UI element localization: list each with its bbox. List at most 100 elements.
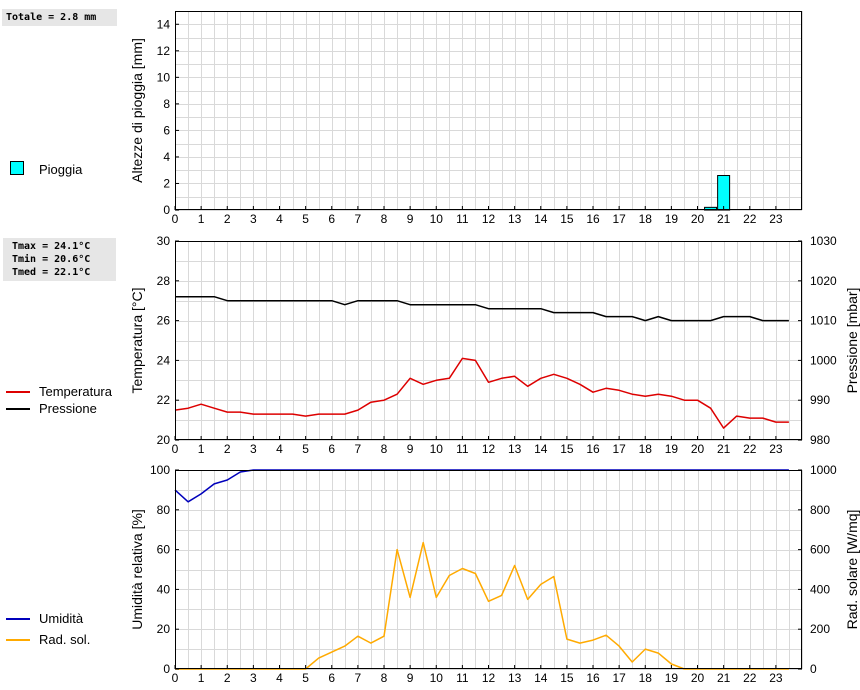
- y-tick-label: 80: [157, 503, 171, 517]
- x-tick-label: 9: [407, 671, 414, 685]
- series-line-1: [174, 357, 789, 429]
- x-tick-label: 10: [430, 212, 444, 226]
- x-tick-label: 8: [381, 442, 388, 456]
- y-tick-label: 20: [157, 433, 171, 447]
- x-tick-label: 5: [302, 671, 309, 685]
- y-tick-label: 12: [157, 44, 171, 58]
- x-tick-label: 6: [328, 671, 335, 685]
- y2-tick-label: 400: [810, 582, 830, 596]
- x-tick-label: 9: [407, 212, 414, 226]
- x-tick-label: 12: [482, 442, 496, 456]
- stat-tmin: Tmin = 20.6°C: [12, 254, 91, 265]
- y2-tick-label: 200: [810, 622, 830, 636]
- y2-tick-label: 990: [810, 393, 830, 407]
- humidity-legend-swatch: [6, 618, 30, 620]
- x-tick-label: 11: [456, 442, 469, 456]
- y-tick-label: 0: [163, 662, 170, 676]
- x-tick-label: 11: [456, 671, 469, 685]
- rain-bar: [717, 175, 731, 211]
- pressure-legend-swatch: [6, 408, 30, 410]
- x-tick-label: 14: [534, 442, 548, 456]
- x-tick-label: 17: [612, 442, 626, 456]
- x-tick-label: 16: [586, 442, 600, 456]
- x-tick-label: 10: [430, 671, 444, 685]
- x-tick-label: 19: [665, 212, 679, 226]
- x-tick-label: 2: [224, 212, 231, 226]
- rain-legend-swatch: [10, 161, 24, 175]
- x-tick-label: 7: [355, 671, 362, 685]
- x-tick-label: 19: [665, 671, 679, 685]
- x-tick-label: 4: [276, 671, 283, 685]
- x-tick-label: 17: [612, 212, 626, 226]
- x-tick-label: 8: [381, 212, 388, 226]
- y2-tick-label: 1010: [810, 314, 837, 328]
- y2-tick-label: 800: [810, 503, 830, 517]
- x-tick-label: 3: [250, 671, 257, 685]
- x-tick-label: 22: [743, 442, 757, 456]
- x-tick-label: 11: [456, 212, 469, 226]
- temp-stats-badge: Tmax = 24.1°C Tmin = 20.6°C Tmed = 22.1°…: [3, 238, 116, 281]
- y2-tick-label: 1030: [810, 234, 837, 248]
- grid-lines: [175, 241, 803, 441]
- x-tick-label: 3: [250, 442, 257, 456]
- y2-tick-label: 600: [810, 543, 830, 557]
- x-tick-label: 3: [250, 212, 257, 226]
- y-tick-label: 8: [163, 97, 170, 111]
- x-tick-label: 9: [407, 442, 414, 456]
- y2-tick-label: 1000: [810, 463, 837, 477]
- x-tick-label: 18: [639, 212, 653, 226]
- x-tick-label: 0: [172, 442, 179, 456]
- x-tick-label: 5: [302, 442, 309, 456]
- x-tick-label: 5: [302, 212, 309, 226]
- x-tick-label: 18: [639, 442, 653, 456]
- y-tick-label: 0: [163, 203, 170, 217]
- y2-tick-label: 1020: [810, 274, 837, 288]
- y2-tick-label: 980: [810, 433, 830, 447]
- x-tick-label: 15: [560, 671, 574, 685]
- y-tick-label: 22: [157, 393, 171, 407]
- x-tick-label: 14: [534, 671, 548, 685]
- y-tick-label: 60: [157, 543, 171, 557]
- x-tick-label: 14: [534, 212, 548, 226]
- rain-total-badge: Totale = 2.8 mm: [2, 9, 117, 26]
- x-tick-label: 12: [482, 671, 496, 685]
- stat-tmax: Tmax = 24.1°C: [12, 241, 91, 252]
- y-axis-label: Temperatura [°C]: [129, 288, 145, 394]
- y2-tick-label: 0: [810, 662, 817, 676]
- x-tick-label: 1: [198, 442, 205, 456]
- x-tick-label: 6: [328, 212, 335, 226]
- x-tick-label: 8: [381, 671, 388, 685]
- x-tick-label: 12: [482, 212, 496, 226]
- x-tick-label: 21: [717, 671, 731, 685]
- temp-legend-label: Temperatura: [39, 384, 112, 399]
- x-tick-label: 20: [691, 442, 705, 456]
- y-tick-label: 10: [157, 70, 171, 84]
- x-tick-label: 15: [560, 212, 574, 226]
- x-tick-label: 23: [769, 442, 783, 456]
- y-tick-label: 14: [157, 17, 171, 31]
- y-tick-label: 2: [163, 176, 170, 190]
- series-line-2: [175, 295, 789, 322]
- x-tick-label: 1: [198, 671, 205, 685]
- x-tick-label: 19: [665, 442, 679, 456]
- y-tick-label: 30: [157, 234, 171, 248]
- x-tick-label: 21: [717, 442, 731, 456]
- x-tick-label: 23: [769, 212, 783, 226]
- y2-tick-label: 1000: [810, 353, 837, 367]
- grid-lines: [175, 11, 803, 211]
- x-tick-label: 13: [508, 212, 522, 226]
- rain-legend-label: Pioggia: [39, 162, 83, 177]
- chart-panel-2: 0 1 2 3 4 5 6 7 8 9 10 11 12 13 14 15 16 17 18 19 20 21 22 2320…: [129, 234, 860, 456]
- x-tick-label: 13: [508, 671, 522, 685]
- x-tick-label: 15: [560, 442, 574, 456]
- plot-area: [175, 470, 802, 669]
- x-tick-label: 17: [612, 671, 626, 685]
- pressure-legend-label: Pressione: [39, 401, 97, 416]
- humidity-legend-label: Umidità: [39, 611, 84, 626]
- x-tick-label: 16: [586, 212, 600, 226]
- x-tick-label: 16: [586, 671, 600, 685]
- x-tick-label: 22: [743, 671, 757, 685]
- y-axis-label: Umidità relativa [%]: [129, 509, 145, 630]
- plot-area: [175, 11, 802, 210]
